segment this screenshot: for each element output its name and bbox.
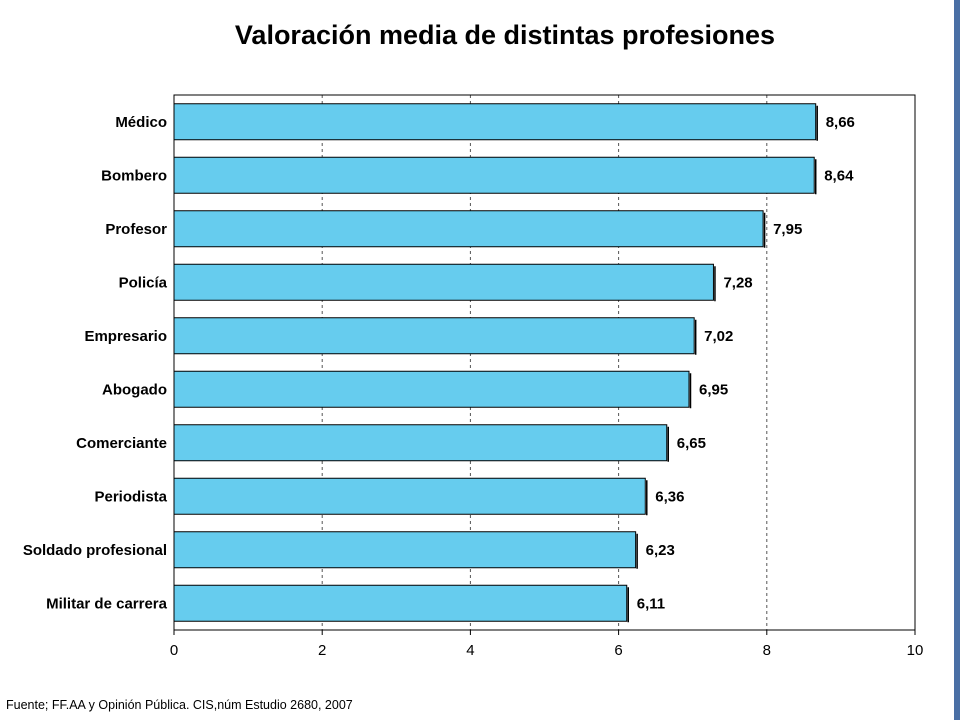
category-label-2: Profesor: [105, 221, 167, 238]
x-tick-label-2: 2: [318, 642, 326, 659]
bar-5: [173, 370, 690, 408]
value-label-1: 8,64: [824, 167, 854, 184]
bar-9: [173, 584, 628, 622]
value-label-6: 6,65: [677, 435, 706, 452]
category-label-6: Comerciante: [76, 435, 167, 452]
bar-2: [173, 210, 764, 248]
value-label-8: 6,23: [646, 542, 675, 559]
x-tick-label-4: 4: [466, 642, 474, 659]
bar-0: [173, 103, 817, 141]
window-edge: [954, 0, 960, 720]
x-tick-label-6: 6: [614, 642, 622, 659]
value-label-9: 6,11: [637, 595, 665, 612]
bar-6: [173, 424, 668, 462]
source-note: Fuente; FF.AA y Opinión Pública. CIS,núm…: [6, 698, 353, 712]
x-tick-label-8: 8: [763, 642, 771, 659]
category-label-0: Médico: [115, 114, 167, 131]
category-label-5: Abogado: [102, 381, 167, 398]
value-label-5: 6,95: [699, 381, 728, 398]
category-label-7: Periodista: [94, 488, 167, 505]
bar-1: [173, 156, 815, 194]
category-label-9: Militar de carrera: [46, 595, 168, 612]
bar-7: [173, 477, 646, 515]
value-label-2: 7,95: [773, 221, 802, 238]
value-label-3: 7,28: [723, 274, 752, 291]
chart-title: Valoración media de distintas profesione…: [234, 20, 776, 50]
x-tick-label-0: 0: [170, 642, 178, 659]
x-tick-label-10: 10: [907, 642, 924, 659]
plot-frame: [173, 94, 916, 631]
bar-8: [173, 531, 637, 569]
category-label-3: Policía: [119, 274, 168, 291]
bar-3: [173, 263, 714, 301]
category-label-4: Empresario: [84, 328, 167, 345]
value-label-0: 8,66: [826, 114, 855, 131]
category-label-1: Bombero: [101, 167, 167, 184]
value-label-4: 7,02: [704, 328, 733, 345]
bar-4: [173, 317, 695, 355]
category-label-8: Soldado profesional: [23, 542, 167, 559]
value-label-7: 6,36: [655, 488, 684, 505]
